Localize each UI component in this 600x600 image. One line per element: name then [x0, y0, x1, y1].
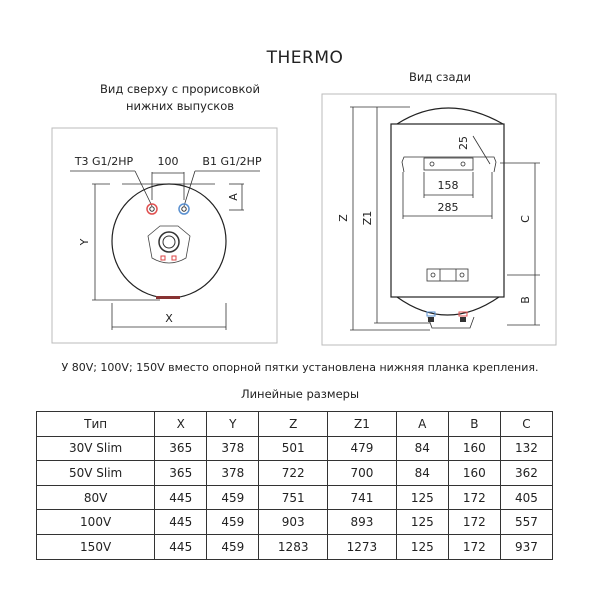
top-view-drawing: Т3 G1/2НР 100 В1 G1/2НР Y X A — [51, 127, 278, 344]
table-cell: 160 — [447, 460, 501, 486]
table-cell: 405 — [499, 484, 554, 511]
table-cell: 378 — [206, 460, 260, 486]
table-cell: 445 — [154, 509, 208, 535]
tank-outline-back — [390, 123, 505, 298]
top-view-caption-line1: Вид сверху с прорисовкой — [100, 82, 260, 96]
table-cell: 700 — [327, 460, 397, 486]
hot-outlet-label: Т3 G1/2НР — [74, 155, 134, 168]
cold-connector — [426, 311, 436, 317]
table-cell: 125 — [395, 484, 449, 511]
table-row: 80V 445 459 751 741 125 172 405 — [35, 484, 554, 511]
header-z1: Z1 — [327, 411, 397, 437]
header-z: Z — [258, 411, 329, 437]
table-cell: 1273 — [327, 533, 397, 560]
dim-a-label: A — [227, 193, 240, 201]
dim-c-label: C — [519, 215, 532, 223]
dim-b-label: B — [519, 296, 532, 304]
hot-outlet-fitting — [146, 203, 158, 215]
table-cell: 722 — [258, 460, 329, 486]
hot-connector — [458, 311, 468, 317]
table-cell: 378 — [206, 435, 260, 462]
dim-25-label: 25 — [457, 136, 470, 150]
header-b: B — [447, 411, 501, 437]
table-row: 100V 445 459 903 893 125 172 557 — [35, 509, 554, 535]
table-cell: 84 — [395, 435, 449, 462]
table-title: Линейные размеры — [240, 387, 360, 401]
heater-flange — [147, 225, 191, 264]
table-cell: 1283 — [258, 533, 329, 560]
table-cell: 903 — [258, 509, 329, 535]
table-cell: 84 — [395, 460, 449, 486]
dim-285-label: 285 — [438, 201, 459, 214]
header-x: X — [154, 411, 208, 437]
header-c: C — [499, 411, 554, 437]
dim-z1-label: Z1 — [361, 211, 374, 226]
table-cell: 459 — [206, 509, 260, 535]
table-row: 150V 445 459 1283 1273 125 172 937 — [35, 533, 554, 560]
back-view-caption: Вид сзади — [409, 70, 471, 84]
table-cell: 365 — [154, 435, 208, 462]
cold-inlet-fitting — [178, 203, 190, 215]
table-cell: 479 — [327, 435, 397, 462]
table-row: 30V Slim 365 378 501 479 84 160 132 — [35, 435, 554, 462]
table-cell: 751 — [258, 484, 329, 511]
header-y: Y — [206, 411, 260, 437]
table-cell: 172 — [447, 484, 501, 511]
table-header-row: Тип X Y Z Z1 A B C — [35, 411, 554, 437]
table-cell: 893 — [327, 509, 397, 535]
table-cell: 160 — [447, 435, 501, 462]
mounting-note: У 80V; 100V; 150V вместо опорной пятки у… — [61, 361, 539, 374]
table-cell: 100V — [35, 509, 156, 535]
table-cell: 445 — [154, 484, 208, 511]
back-view-frame — [321, 93, 557, 346]
dim-x-label: X — [165, 312, 173, 325]
dimensions-table: Тип X Y Z Z1 A B C 30V Slim 365 378 501 479 8… — [35, 411, 554, 560]
table-cell: 501 — [258, 435, 329, 462]
spacing-label: 100 — [158, 155, 179, 168]
table-cell: 30V Slim — [35, 435, 156, 462]
table-cell: 125 — [395, 533, 449, 560]
table-cell: 445 — [154, 533, 208, 560]
table-cell: 125 — [395, 509, 449, 535]
table-cell: 741 — [327, 484, 397, 511]
table-cell: 172 — [447, 509, 501, 535]
table-cell: 362 — [499, 460, 554, 486]
table-cell: 937 — [499, 533, 554, 560]
top-view-frame — [51, 127, 278, 344]
dim-y-label: Y — [78, 238, 91, 246]
header-type: Тип — [35, 411, 156, 437]
table-row: 50V Slim 365 378 722 700 84 160 362 — [35, 460, 554, 486]
table-cell: 150V — [35, 533, 156, 560]
table-cell: 365 — [154, 460, 208, 486]
top-view-caption-line2: нижних выпусков — [125, 99, 235, 113]
header-a: A — [395, 411, 449, 437]
cold-inlet-label: В1 G1/2НР — [202, 155, 262, 168]
dim-158-label: 158 — [438, 179, 459, 192]
table-cell: 172 — [447, 533, 501, 560]
table-cell: 80V — [35, 484, 156, 511]
table-cell: 132 — [499, 435, 554, 462]
table-cell: 50V Slim — [35, 460, 156, 486]
table-cell: 557 — [499, 509, 554, 535]
table-cell: 459 — [206, 484, 260, 511]
table-cell: 459 — [206, 533, 260, 560]
back-view-drawing: Z Z1 25 158 285 C B — [321, 93, 557, 346]
document-title: THERMO — [266, 48, 344, 68]
dim-z-label: Z — [337, 214, 350, 222]
